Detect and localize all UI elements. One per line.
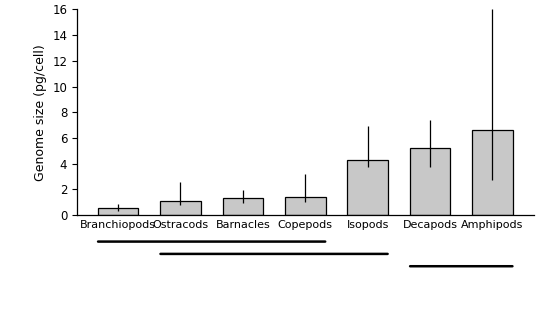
Bar xyxy=(285,197,326,215)
Bar xyxy=(472,130,513,215)
Bar xyxy=(348,160,388,215)
Bar xyxy=(98,208,138,215)
Bar xyxy=(410,148,450,215)
Bar xyxy=(223,198,263,215)
Bar xyxy=(160,201,201,215)
Y-axis label: Genome size (pg/cell): Genome size (pg/cell) xyxy=(34,44,47,180)
